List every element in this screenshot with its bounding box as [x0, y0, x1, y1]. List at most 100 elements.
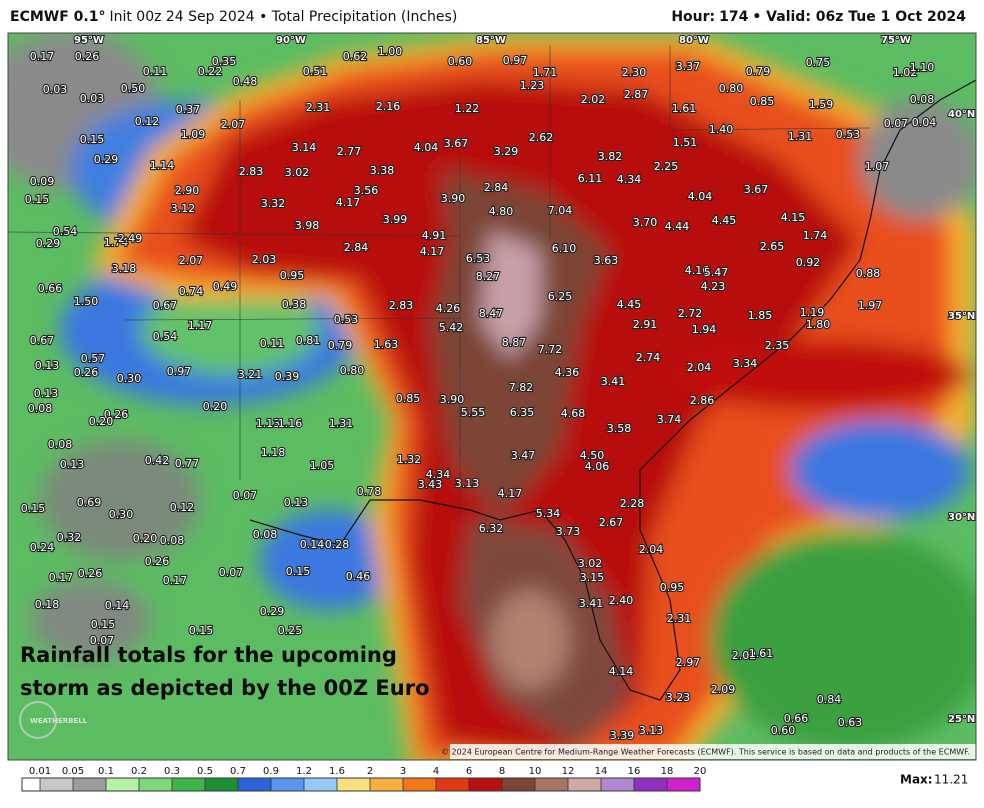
legend-swatch: [535, 778, 568, 791]
precip-label: 0.49: [213, 280, 238, 293]
precip-label: 2.03: [252, 253, 277, 266]
precip-label: 0.24: [30, 541, 55, 554]
precip-label: 0.95: [660, 581, 685, 594]
precip-label: 1.80: [806, 318, 831, 331]
precip-label: 0.04: [912, 116, 937, 129]
legend-tick-label: 18: [661, 766, 674, 777]
precip-label: 0.66: [784, 712, 809, 725]
precip-label: 5.55: [461, 406, 486, 419]
precip-label: 0.30: [109, 508, 134, 521]
precip-label: 3.14: [292, 141, 317, 154]
precip-label: 1.07: [865, 160, 890, 173]
credit: © 2024 European Centre for Medium-Range …: [441, 748, 970, 757]
precip-label: 2.31: [306, 101, 331, 114]
legend-tick-label: 0.1: [98, 766, 114, 777]
precip-label: 1.05: [310, 459, 335, 472]
precip-label: 2.04: [639, 543, 664, 556]
precip-label: 3.82: [598, 150, 623, 163]
precip-label: 3.90: [440, 393, 465, 406]
legend-swatch: [106, 778, 139, 791]
precip-label: 1.50: [74, 295, 99, 308]
precip-label: 7.04: [548, 204, 573, 217]
precip-label: 5.47: [704, 266, 729, 279]
precip-label: 0.38: [282, 298, 307, 311]
precip-label: 0.08: [28, 402, 53, 415]
precip-label: 4.04: [414, 141, 439, 154]
map: 0.17 0.26 0.11 0.350.22 0.48 0.51 0.62 1.00 0.60…: [8, 33, 976, 760]
precip-label: 3.15: [580, 571, 605, 584]
precip-label: 4.80: [489, 205, 514, 218]
precip-label: 0.85: [396, 392, 421, 405]
precip-label: 2.30: [622, 66, 647, 79]
precip-label: 1.16: [278, 417, 303, 430]
precip-label: 0.20: [203, 400, 228, 413]
precip-label: 0.12: [135, 115, 160, 128]
precip-label: 4.91: [422, 229, 447, 242]
precip-label: 0.11: [143, 65, 168, 78]
precip-label: 0.17: [163, 574, 188, 587]
precip-label: 2.35: [765, 339, 790, 352]
precip-label: 0.13: [34, 387, 59, 400]
precip-label: 3.74: [657, 413, 682, 426]
precip-label: 3.67: [444, 137, 469, 150]
precip-label: 0.54: [53, 225, 78, 238]
precip-label: 3.41: [601, 375, 626, 388]
precip-label: 0.30: [117, 372, 142, 385]
precip-label: 5.34: [536, 507, 561, 520]
precip-label: 0.28: [325, 538, 350, 551]
legend-tick-label: 16: [628, 766, 641, 777]
precip-label: 1.00: [378, 45, 403, 58]
precip-label: 2.07: [179, 254, 204, 267]
precip-label: 3.63: [594, 254, 619, 267]
precip-label: 0.08: [910, 93, 935, 106]
max-label: Max:: [900, 773, 933, 787]
precip-label: 2.90: [175, 184, 200, 197]
precip-label: 3.41: [579, 597, 604, 610]
precip-label: 1.31: [788, 130, 813, 143]
precip-label: 0.54: [153, 330, 178, 343]
precip-label: 0.53: [836, 128, 861, 141]
precip-label: 3.32: [261, 197, 286, 210]
precip-label: 0.67: [30, 334, 55, 347]
precip-label: 2.28: [620, 497, 645, 510]
legend-swatch: [139, 778, 172, 791]
precip-label: 4.06: [585, 460, 610, 473]
precip-label: 0.77: [175, 457, 200, 470]
precip-label: 2.74: [636, 351, 661, 364]
precip-label: 0.26: [74, 366, 99, 379]
legend-tick-label: 0.7: [230, 766, 246, 777]
precip-label: 0.29: [94, 153, 119, 166]
legend-tick-label: 8: [499, 766, 505, 777]
precip-label: 3.38: [370, 164, 395, 177]
precip-label: 2.07: [221, 118, 246, 131]
legend-swatch: [304, 778, 337, 791]
legend-swatch: [337, 778, 370, 791]
precip-label: 0.60: [771, 724, 796, 737]
legend-swatch: [502, 778, 535, 791]
legend-swatch: [40, 778, 73, 791]
annotation-line: Rainfall totals for the upcoming: [20, 643, 397, 667]
precip-label: 2.09: [711, 683, 736, 696]
precip-label: 3.02: [578, 557, 603, 570]
precip-label: 2.02: [581, 93, 606, 106]
precip-label: 2.97: [676, 656, 701, 669]
precip-label: 3.90: [441, 192, 466, 205]
precip-label: 0.17: [49, 571, 74, 584]
legend-tick-label: 4: [433, 766, 439, 777]
precip-label: 0.50: [121, 82, 146, 95]
precip-label: 1.09: [181, 128, 206, 141]
precip-label: 3.98: [295, 219, 320, 232]
precip-label: 0.53: [334, 313, 359, 326]
precip-label: 1.61: [749, 647, 774, 660]
precip-label: 1.61: [672, 102, 697, 115]
legend-tick-label: 0.2: [131, 766, 147, 777]
precip-label: 1.94: [692, 323, 717, 336]
legend-swatch: [22, 778, 40, 791]
precip-label: 4.68: [561, 407, 586, 420]
legend-tick-label: 0.3: [164, 766, 180, 777]
legend-swatch: [73, 778, 106, 791]
lat-label: 35°N: [948, 311, 975, 322]
precip-label: 0.80: [719, 82, 744, 95]
header-right: Hour: 174 • Valid: 06z Tue 1 Oct 2024: [671, 9, 966, 25]
